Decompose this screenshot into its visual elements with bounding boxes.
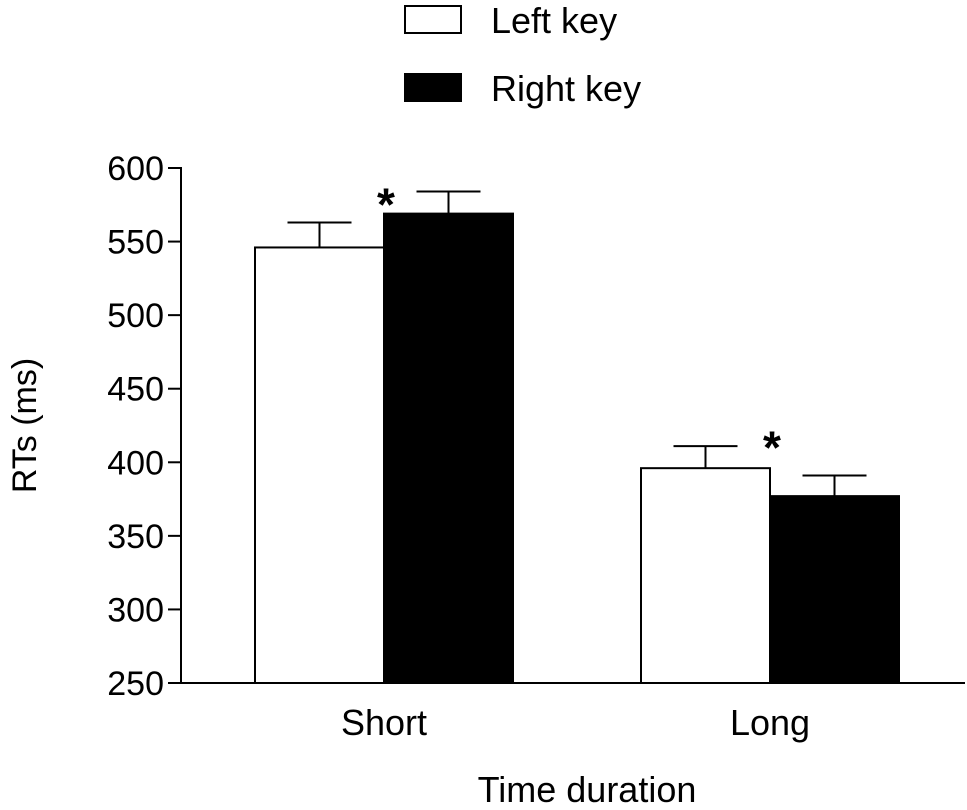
bar bbox=[383, 212, 514, 684]
y-tick-label: 500 bbox=[107, 297, 164, 335]
bar bbox=[254, 246, 385, 684]
legend-label: Right key bbox=[491, 68, 641, 109]
y-tick-label: 550 bbox=[107, 224, 164, 262]
bar bbox=[769, 495, 900, 684]
x-tick-label: Long bbox=[730, 702, 810, 743]
legend-label: Left key bbox=[491, 0, 617, 41]
y-tick-label: 250 bbox=[107, 665, 164, 703]
annotations: ** bbox=[377, 178, 781, 473]
legend-swatch bbox=[404, 5, 462, 34]
y-tick-label: 400 bbox=[107, 444, 164, 482]
legend-swatch bbox=[404, 73, 462, 102]
axes: 250 300 350 400 450 500 550 600 RTs (ms) Time dur… bbox=[6, 150, 965, 810]
y-tick-label: 350 bbox=[107, 518, 164, 556]
x-tick-label: Short bbox=[341, 702, 427, 743]
y-axis-label: RTs (ms) bbox=[6, 358, 44, 493]
y-tick-label: 300 bbox=[107, 591, 164, 629]
significance-marker: * bbox=[377, 178, 395, 230]
significance-marker: * bbox=[763, 421, 781, 473]
bar bbox=[640, 467, 771, 684]
y-tick-label: 450 bbox=[107, 371, 164, 409]
bars bbox=[254, 190, 900, 684]
legend: Left key Right key bbox=[404, 0, 641, 109]
y-tick-label: 600 bbox=[107, 150, 164, 188]
x-axis-label: Time duration bbox=[478, 769, 697, 810]
